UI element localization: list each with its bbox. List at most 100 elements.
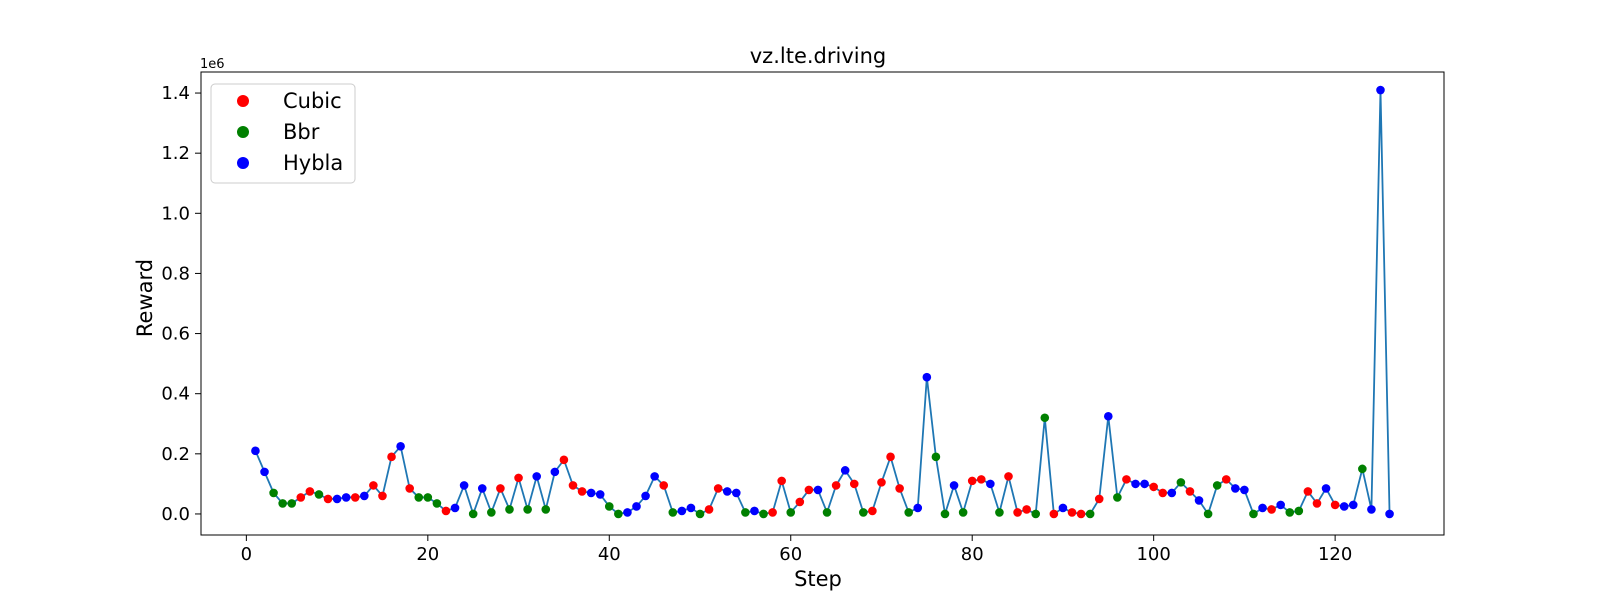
data-point-bbr xyxy=(1249,509,1258,519)
legend-marker-bbr xyxy=(237,126,249,138)
data-point-cubic xyxy=(305,487,315,496)
data-point-hybla xyxy=(1348,500,1358,510)
data-point-cubic xyxy=(405,484,414,493)
data-point-hybla xyxy=(1058,503,1068,513)
data-point-cubic xyxy=(777,476,786,486)
data-point-hybla xyxy=(1103,411,1113,421)
data-point-hybla xyxy=(1131,479,1140,489)
data-point-bbr xyxy=(505,505,514,514)
y-scale-offset: 1e6 xyxy=(200,57,225,72)
legend-label-bbr: Bbr xyxy=(283,120,320,144)
data-point-hybla xyxy=(677,506,687,516)
data-point-hybla xyxy=(722,487,732,496)
data-point-cubic xyxy=(559,455,569,465)
data-point-cubic xyxy=(895,484,904,493)
data-point-bbr xyxy=(1085,509,1095,519)
data-point-bbr xyxy=(995,508,1004,517)
data-point-bbr xyxy=(1285,508,1295,517)
data-point-bbr xyxy=(786,508,796,517)
data-point-hybla xyxy=(650,472,659,481)
data-point-bbr xyxy=(287,499,297,508)
data-point-hybla xyxy=(1376,85,1385,95)
data-point-bbr xyxy=(1212,481,1222,490)
data-point-bbr xyxy=(314,490,324,499)
data-point-cubic xyxy=(1149,482,1158,492)
x-axis-ticks: 0 20 40 60 80 100 120 xyxy=(241,535,1352,565)
data-point-bbr xyxy=(1294,506,1304,516)
data-point-bbr xyxy=(695,509,705,519)
data-point-cubic xyxy=(704,505,714,514)
data-point-cubic xyxy=(976,475,986,484)
data-point-cubic xyxy=(496,484,505,493)
data-point-bbr xyxy=(1113,493,1122,502)
data-point-bbr xyxy=(904,508,913,517)
data-point-bbr xyxy=(741,508,750,517)
data-point-hybla xyxy=(450,503,460,513)
data-point-cubic xyxy=(378,491,387,501)
legend-marker-cubic xyxy=(237,95,249,107)
data-point-bbr xyxy=(759,509,768,519)
data-point-hybla xyxy=(341,493,351,502)
data-point-cubic xyxy=(849,479,859,489)
data-point-bbr xyxy=(1358,464,1367,474)
chart-title: vz.lte.driving xyxy=(750,44,887,68)
data-point-bbr xyxy=(414,493,424,502)
data-point-cubic xyxy=(1022,505,1031,514)
data-point-hybla xyxy=(732,488,741,498)
data-point-cubic xyxy=(804,485,814,495)
data-point-hybla xyxy=(986,479,995,489)
data-point-bbr xyxy=(940,509,950,519)
data-point-hybla xyxy=(550,467,560,477)
x-tick-label: 0 xyxy=(241,544,252,565)
data-point-hybla xyxy=(641,491,650,501)
y-tick-label: 1.4 xyxy=(161,83,190,104)
data-point-hybla xyxy=(1240,485,1249,495)
data-point-cubic xyxy=(831,481,841,490)
data-point-hybla xyxy=(632,502,641,511)
data-point-cubic xyxy=(1158,488,1168,498)
y-tick-label: 0.4 xyxy=(161,384,190,405)
data-point-hybla xyxy=(913,503,923,513)
y-axis-ticks: 0.0 0.2 0.4 0.6 0.8 1.0 1.2 1.4 xyxy=(161,83,201,525)
data-point-hybla xyxy=(1231,484,1240,493)
data-point-cubic xyxy=(795,497,805,507)
data-point-hybla xyxy=(1276,500,1285,510)
x-tick-label: 60 xyxy=(779,544,802,565)
data-point-cubic xyxy=(868,506,877,516)
data-point-cubic xyxy=(1094,494,1104,504)
data-point-cubic xyxy=(1067,508,1077,517)
data-point-cubic xyxy=(323,494,333,504)
x-tick-label: 40 xyxy=(598,544,621,565)
data-point-hybla xyxy=(1194,496,1204,505)
y-tick-label: 1.2 xyxy=(161,143,190,164)
y-tick-label: 0.0 xyxy=(161,504,190,525)
plot-frame xyxy=(200,71,1445,536)
data-point-hybla xyxy=(623,508,632,517)
x-tick-label: 100 xyxy=(1136,544,1170,565)
data-point-hybla xyxy=(477,484,487,493)
data-point-bbr xyxy=(1176,478,1186,487)
data-point-cubic xyxy=(886,452,895,462)
data-point-cubic xyxy=(877,478,886,487)
x-tick-label: 80 xyxy=(961,544,984,565)
x-tick-label: 120 xyxy=(1318,544,1352,565)
data-point-hybla xyxy=(1167,488,1177,498)
data-point-hybla xyxy=(586,488,596,498)
data-point-bbr xyxy=(614,509,623,519)
data-point-hybla xyxy=(686,503,696,513)
data-point-cubic xyxy=(713,484,723,493)
data-point-hybla xyxy=(360,491,369,501)
data-point-cubic xyxy=(768,508,777,517)
data-point-cubic xyxy=(1076,509,1086,519)
data-point-cubic xyxy=(387,452,396,462)
legend-marker-hybla xyxy=(237,157,249,169)
data-point-cubic xyxy=(1312,499,1322,508)
data-point-hybla xyxy=(1385,509,1394,519)
legend: Cubic Bbr Hybla xyxy=(210,83,356,184)
data-point-cubic xyxy=(1013,508,1022,517)
data-point-hybla xyxy=(840,466,850,475)
y-tick-label: 0.2 xyxy=(161,444,190,465)
legend-label-hybla: Hybla xyxy=(283,151,343,175)
data-point-cubic xyxy=(1049,509,1059,519)
data-point-bbr xyxy=(668,508,678,517)
